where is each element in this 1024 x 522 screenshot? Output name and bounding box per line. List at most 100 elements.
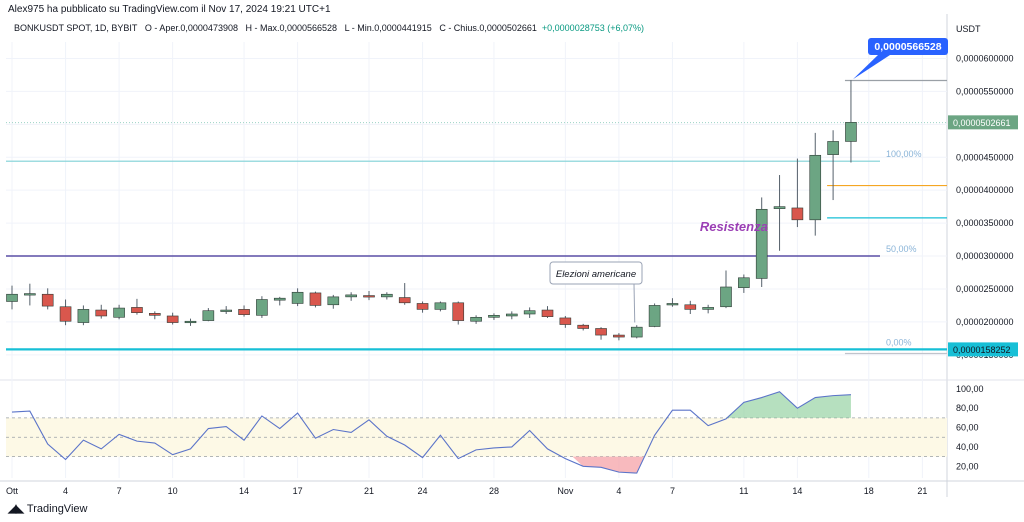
candle [595, 327, 607, 340]
candle [470, 315, 482, 324]
candle [166, 312, 179, 325]
price-tick-label: 0,0000250000 [956, 284, 1014, 294]
candle-body [6, 293, 18, 302]
candle-body [577, 324, 590, 329]
candle [648, 303, 661, 328]
rsi-tick-label: 40,00 [956, 442, 979, 452]
candle-body [452, 302, 465, 321]
rsi-tick-label: 20,00 [956, 461, 979, 471]
callout-box [549, 261, 643, 285]
candle-body [505, 313, 518, 317]
open-value: O - Aper.0,0000473908 [144, 23, 238, 33]
candle [256, 296, 268, 318]
time-tick-label: 4 [63, 486, 68, 496]
candle-body [220, 309, 232, 312]
time-tick-label: 18 [864, 486, 874, 496]
candle-body [24, 293, 36, 296]
candle [238, 305, 250, 317]
candle [434, 301, 447, 312]
change-value: +0,0000028753 (+6,07%) [541, 23, 644, 33]
candle-body [131, 307, 143, 313]
time-tick-label: 24 [418, 486, 428, 496]
last-price-text: 0,0000502661 [953, 118, 1011, 128]
candle [613, 333, 625, 341]
candle-body [845, 122, 857, 142]
candle [6, 285, 18, 310]
fib-level-label: 100,00% [886, 149, 922, 159]
candle-body [291, 291, 304, 304]
candle [24, 283, 36, 306]
candle [630, 325, 643, 339]
candle-body [559, 317, 572, 325]
candle-body [166, 315, 179, 323]
time-tick-label: 14 [792, 486, 802, 496]
candle [398, 283, 411, 305]
rsi-tick-label: 80,00 [956, 403, 979, 413]
candle-body [827, 141, 839, 155]
symbol-label[interactable]: BONKUSDT SPOT, 1D, BYBIT [14, 23, 138, 33]
candle-body [95, 309, 108, 317]
last-price-tag [948, 115, 1018, 130]
close-value: C - Chius.0,0000502661 [439, 23, 537, 33]
candle [666, 298, 679, 307]
candle [363, 290, 375, 301]
candle-body [41, 293, 54, 307]
candle-body [755, 208, 768, 279]
candle [220, 306, 232, 314]
footer-brand-label: TradingView [26, 502, 88, 515]
candle-body [77, 309, 90, 323]
time-tick-label: 21 [364, 486, 374, 496]
candle [41, 288, 54, 310]
rsi-tick-label: 60,00 [956, 423, 979, 433]
candle-body [434, 302, 447, 310]
high-value: H - Max.0,0000566528 [245, 23, 338, 33]
candle [559, 315, 572, 328]
candle [113, 304, 125, 320]
low-value: L - Min.0,0000441915 [344, 23, 432, 33]
candle [381, 292, 393, 300]
time-tick-label: 7 [670, 486, 675, 496]
candle [755, 197, 768, 287]
callout-pointer [633, 283, 636, 323]
candle-body [345, 294, 357, 298]
candle-body [595, 328, 607, 336]
publisher-caption: Alex975 ha pubblicato su TradingView.com… [8, 4, 331, 15]
price-tick-label: 0,0000300000 [956, 251, 1014, 261]
time-tick-label: 21 [917, 486, 927, 496]
callout-label: Elezioni americane [556, 269, 636, 280]
time-tick-label: 11 [739, 486, 748, 496]
price-tick-label: 0,0000350000 [956, 218, 1014, 228]
time-tick-label: 4 [616, 486, 621, 496]
candle [327, 294, 340, 309]
candle [791, 158, 804, 228]
candle-body [327, 296, 340, 306]
candle-body [523, 310, 536, 315]
rsi-tick-label: 100,00 [956, 384, 984, 394]
symbol-info-bar: BONKUSDT SPOT, 1D, BYBIT O - Aper.0,0000… [14, 23, 644, 33]
candle [809, 132, 822, 236]
currency-label[interactable]: USDT [956, 24, 981, 34]
candle [738, 274, 750, 293]
candle [523, 307, 536, 318]
price-tick-label: 0,0000600000 [956, 53, 1014, 63]
support-price-text: 0,0000158252 [953, 345, 1011, 355]
candle-body [59, 306, 72, 322]
candle-body [113, 307, 125, 318]
candle [702, 304, 714, 314]
candle [184, 318, 197, 326]
candle-body [541, 309, 554, 317]
candle-body [666, 303, 679, 306]
candle-body [470, 316, 482, 322]
time-tick-label: 17 [293, 486, 303, 496]
candle [77, 305, 90, 326]
candle [773, 175, 786, 251]
rsi-overbought-fill [720, 391, 851, 418]
candle-body [184, 320, 197, 324]
time-tick-label: 28 [489, 486, 499, 496]
candle [684, 300, 697, 314]
candle [309, 291, 322, 308]
candle [488, 313, 500, 320]
time-tick-label: 10 [168, 486, 178, 496]
candle-body [416, 303, 429, 310]
